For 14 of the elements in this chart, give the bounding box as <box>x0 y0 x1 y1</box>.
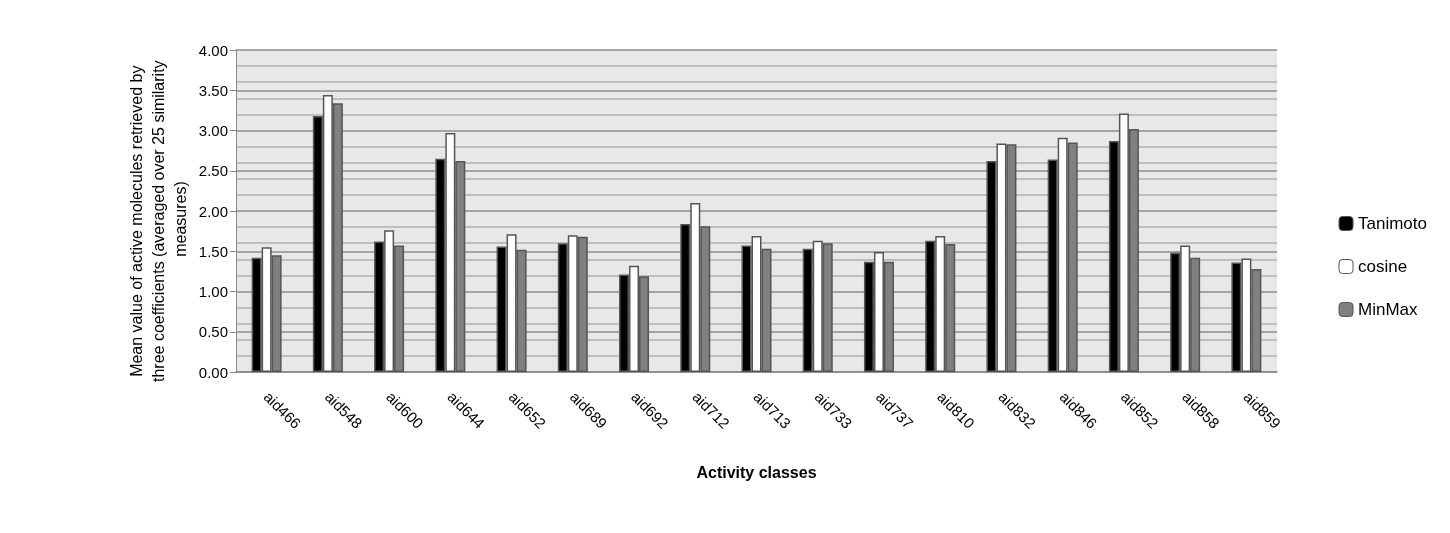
x-axis-title: Activity classes <box>696 463 817 481</box>
legend-label: MinMax <box>1358 300 1419 319</box>
y-axis-title: Mean value of active molecules retrieved by three coefficients (averaged over 25 similarity measures) <box>127 55 189 383</box>
y-tick-label: 3.00 <box>198 122 228 139</box>
y-tick-label: 0.50 <box>198 323 228 341</box>
y-tick-label: 0.00 <box>198 363 228 381</box>
legend-label: cosine <box>1358 257 1408 276</box>
y-tick-label: 2.00 <box>198 202 228 220</box>
y-tick-label: 2.50 <box>198 162 228 180</box>
y-tick-label: 3.50 <box>198 81 228 99</box>
y-tick-label: 1.50 <box>198 242 228 260</box>
y-tick-label: 4.00 <box>198 41 228 59</box>
y-tick-label: 1.00 <box>198 283 228 300</box>
legend-label: Tanimoto <box>1358 214 1427 233</box>
